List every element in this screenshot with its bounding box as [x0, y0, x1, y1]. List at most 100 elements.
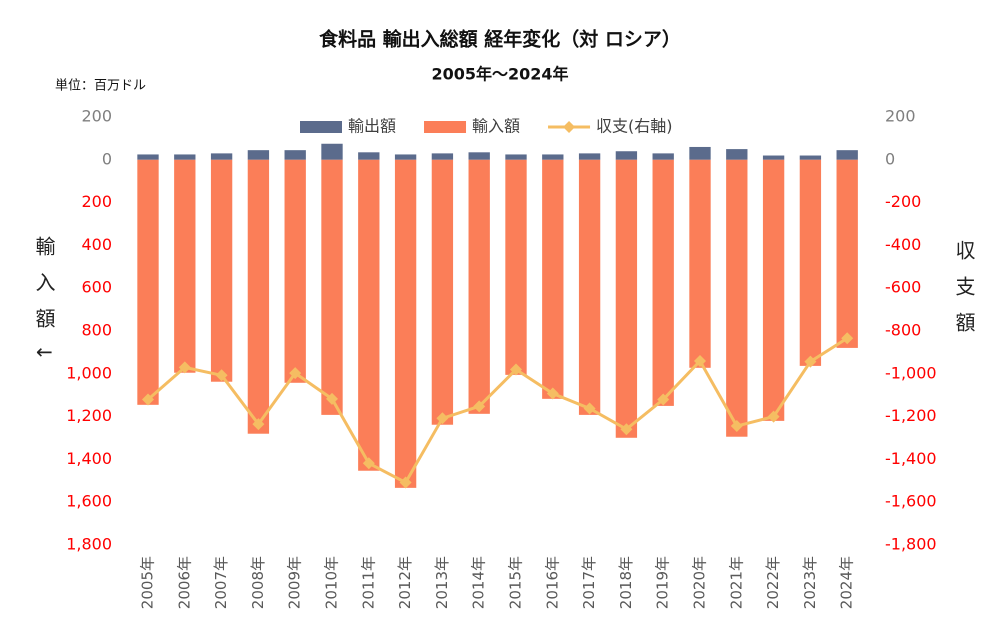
legend-swatch: [563, 121, 576, 133]
x-tick-label: 2015年: [507, 556, 525, 609]
balance-marker: [473, 400, 486, 413]
x-tick-label: 2006年: [175, 556, 193, 609]
bar: [505, 154, 527, 160]
bar: [615, 151, 638, 160]
y2-axis-label: 収支額: [952, 240, 976, 348]
bar: [542, 159, 564, 399]
balance-marker: [289, 367, 302, 380]
x-tick-label: 2018年: [617, 556, 635, 609]
bar: [726, 149, 748, 160]
bar: [321, 159, 343, 415]
bar: [799, 155, 822, 160]
x-tick-label: 2013年: [433, 556, 451, 609]
bar: [726, 159, 748, 437]
balance-marker: [178, 361, 191, 374]
y-tick-label: 0: [102, 149, 112, 168]
balance-marker: [362, 457, 375, 470]
balance-marker: [620, 423, 633, 436]
legend-label: 輸入額: [472, 117, 520, 136]
x-tick-label: 2008年: [249, 556, 267, 609]
x-tick-label: 2021年: [727, 556, 745, 609]
bar: [174, 154, 196, 160]
chart-subtitle: 2005年～2024年: [431, 65, 568, 84]
y2-tick-label: -1,600: [885, 492, 937, 511]
y-tick-label: 1,400: [66, 449, 112, 468]
bar: [799, 159, 822, 366]
bar: [321, 143, 343, 160]
bar: [431, 159, 454, 425]
bar: [394, 159, 417, 488]
bar: [542, 154, 564, 160]
x-tick-label: 2011年: [359, 556, 377, 609]
unit-label: 単位：百万ドル: [55, 78, 146, 94]
bar: [689, 146, 711, 160]
balance-marker: [252, 418, 265, 431]
balance-marker: [436, 412, 449, 425]
bar: [284, 150, 306, 160]
bar: [247, 159, 270, 434]
legend-swatch: [300, 121, 342, 133]
bar: [836, 150, 858, 160]
balance-marker: [804, 355, 817, 368]
balance-marker: [546, 387, 559, 400]
bar: [652, 153, 674, 160]
balance-marker: [215, 369, 228, 382]
bar: [689, 159, 711, 368]
bar: [358, 152, 380, 160]
x-tick-label: 2024年: [838, 556, 856, 609]
bar: [468, 152, 490, 160]
y-axis-label: 輸入額↓: [32, 236, 56, 377]
x-tick-label: 2017年: [580, 556, 598, 609]
legend-label: 輸出額: [348, 117, 396, 136]
balance-marker: [399, 476, 412, 489]
balance-marker: [510, 363, 522, 376]
x-tick-label: 2012年: [396, 556, 414, 609]
bar: [210, 153, 233, 160]
x-tick-label: 2014年: [470, 556, 488, 609]
bar: [652, 159, 674, 406]
balance-marker: [326, 392, 338, 405]
x-tick-label: 2022年: [764, 556, 782, 609]
x-tick-label: 2007年: [212, 556, 230, 609]
bar: [762, 159, 785, 421]
bar: [284, 159, 306, 383]
bar: [578, 159, 601, 415]
legend-label: 収支(右軸): [596, 117, 673, 136]
balance-marker: [583, 402, 596, 415]
y-tick-label: 1,800: [66, 535, 112, 554]
y-tick-label: 1,200: [66, 406, 112, 425]
bar: [210, 159, 233, 382]
balance-marker: [841, 332, 854, 345]
y-tick-label: 600: [81, 278, 112, 297]
balance-marker: [657, 393, 670, 406]
balance-marker: [730, 420, 743, 433]
x-tick-label: 2020年: [691, 556, 709, 609]
balance-line: [147, 337, 849, 485]
bar: [431, 153, 454, 160]
balance-marker: [694, 354, 706, 367]
y2-tick-label: 0: [885, 149, 895, 168]
bar: [762, 155, 785, 160]
y2-tick-label: -400: [885, 235, 921, 254]
x-tick-label: 2016年: [543, 556, 561, 609]
x-tick-label: 2009年: [286, 556, 304, 609]
y2-tick-label: -800: [885, 321, 921, 340]
bar: [394, 154, 417, 160]
y-tick-label: 800: [81, 321, 112, 340]
y2-tick-label: -1,800: [885, 535, 937, 554]
bar: [468, 159, 490, 414]
y-tick-label: 1,000: [66, 363, 112, 382]
y-tick-label: 1,600: [66, 492, 112, 511]
x-tick-label: 2023年: [801, 556, 819, 609]
y2-tick-label: -1,000: [885, 363, 937, 382]
x-tick-label: 2010年: [323, 556, 341, 609]
bar: [137, 154, 159, 160]
bar: [137, 159, 159, 405]
x-tick-label: 2005年: [139, 556, 157, 609]
y2-tick-label: -1,200: [885, 406, 937, 425]
y2-tick-label: -600: [885, 278, 921, 297]
y2-tick-label: 200: [885, 107, 916, 126]
bar: [505, 159, 527, 375]
